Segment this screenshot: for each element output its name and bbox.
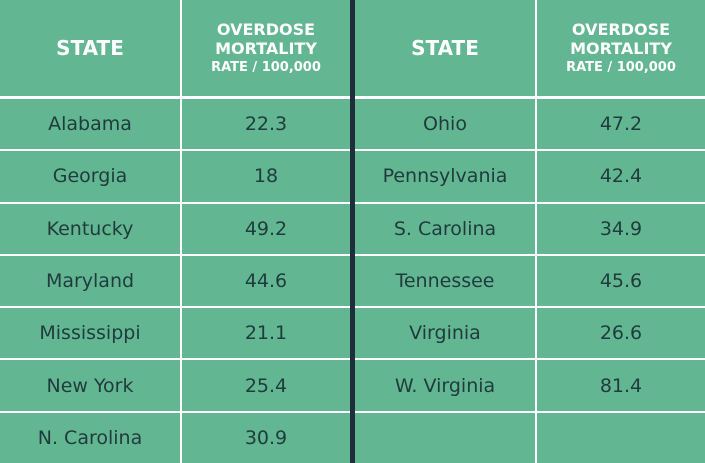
rate-cell: 49.2 — [182, 203, 350, 254]
state-cell: Georgia — [0, 151, 180, 202]
divider — [350, 0, 355, 463]
rate-cell: 44.6 — [182, 255, 350, 307]
state-cell: S. Carolina — [355, 203, 535, 254]
rate-cell: 42.4 — [537, 151, 705, 202]
state-table: STATE OVERDOSE MORTALITY RATE / 100,000 Ala… — [0, 0, 350, 463]
rate-cell: 47.2 — [537, 99, 705, 150]
header-cell: OVERDOSE MORTALITY RATE / 100,000 — [537, 0, 705, 96]
rate-cell: 21.1 — [182, 308, 350, 359]
empty-cell — [355, 412, 535, 463]
header-cell: STATE — [0, 0, 180, 96]
rate-cell: 45.6 — [537, 255, 705, 307]
rate-cell: 22.3 — [182, 99, 350, 150]
state-cell: Virginia — [355, 308, 535, 359]
header-cell: OVERDOSE MORTALITY RATE / 100,000 — [182, 0, 350, 96]
rate-cell: 25.4 — [182, 360, 350, 411]
header-rate: OVERDOSE MORTALITY — [215, 19, 317, 58]
state-cell: Alabama — [0, 99, 180, 150]
header-unit: RATE / 100,000 — [211, 59, 321, 75]
header-unit: RATE / 100,000 — [566, 59, 676, 75]
state-cell: Tennessee — [355, 255, 535, 307]
state-cell: Kentucky — [0, 203, 180, 254]
header-rate: OVERDOSE MORTALITY — [570, 19, 672, 58]
rate-cell: 18 — [182, 151, 350, 202]
empty-cell — [537, 412, 705, 463]
state-cell: New York — [0, 360, 180, 411]
header-state: STATE — [56, 36, 124, 60]
rate-cell: 34.9 — [537, 203, 705, 254]
header-state: STATE — [411, 36, 479, 60]
rate-cell: 30.9 — [182, 412, 350, 463]
state-cell: Maryland — [0, 255, 180, 307]
rate-cell: 26.6 — [537, 308, 705, 359]
state-table: STATE OVERDOSE MORTALITY RATE / 100,000 Ohi… — [355, 0, 705, 463]
state-cell: W. Virginia — [355, 360, 535, 411]
rate-cell: 81.4 — [537, 360, 705, 411]
state-cell: N. Carolina — [0, 412, 180, 463]
state-cell: Pennsylvania — [355, 151, 535, 202]
state-cell: Ohio — [355, 99, 535, 150]
header-cell: STATE — [355, 0, 535, 96]
state-cell: Mississippi — [0, 308, 180, 359]
